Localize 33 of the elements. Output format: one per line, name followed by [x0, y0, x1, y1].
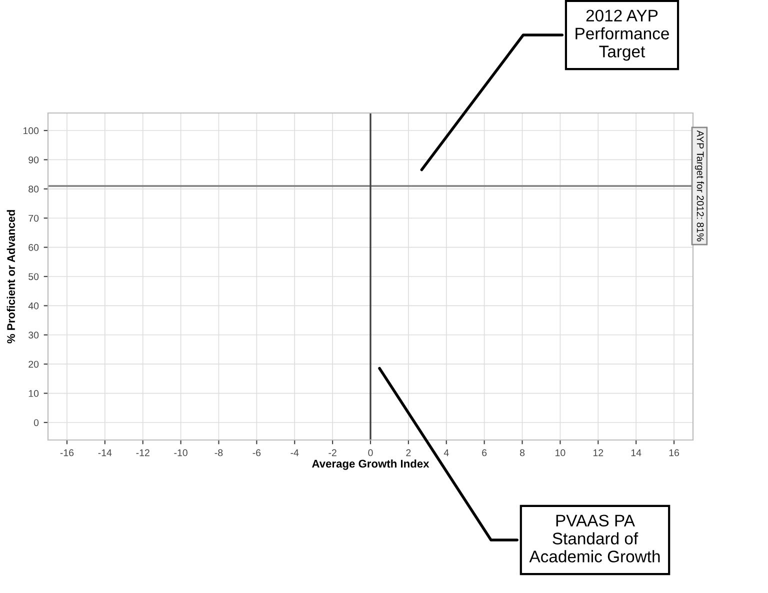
y-tick-label: 70: [28, 214, 39, 222]
x-tick-label: 14: [631, 449, 642, 456]
y-tick-label: 90: [28, 156, 39, 164]
x-tick-label: -14: [98, 449, 112, 456]
x-axis-title: Average Growth Index: [312, 459, 430, 470]
ref-line-label: AYP Target for 2012: 81%: [694, 130, 704, 242]
text: PVAAS PA Standard of Academic Growth: [529, 514, 660, 562]
y-axis-title: % Proficient or Advanced: [6, 210, 15, 344]
x-tick-label: -12: [136, 449, 150, 456]
x-tick-label: 12: [593, 449, 604, 456]
x-tick-label: 10: [556, 449, 566, 456]
y-tick-label: 60: [28, 244, 39, 251]
y-tick-label: 30: [28, 332, 39, 339]
y-tick-label: 20: [28, 360, 39, 368]
x-tick-label: -4: [290, 449, 299, 456]
text: 2012 AYP Performance Target: [576, 10, 669, 61]
y-tick-label: 40: [28, 302, 39, 310]
x-tick-label: 16: [669, 449, 680, 456]
y-tick-label: 0: [34, 419, 39, 426]
y-tick-label: 100: [23, 127, 39, 134]
y-tick-label: 80: [28, 186, 39, 193]
y-tick-label: 50: [28, 273, 39, 280]
x-tick-label: -6: [252, 449, 261, 456]
x-tick-label: -8: [214, 449, 223, 456]
x-tick-label: 4: [444, 449, 449, 456]
x-tick-label: -10: [174, 449, 188, 456]
x-tick-label: 2: [406, 449, 411, 456]
x-tick-label: 6: [482, 449, 487, 456]
x-tick-label: -16: [60, 449, 74, 456]
x-tick-label: 8: [520, 449, 525, 456]
x-tick-label: -2: [328, 449, 336, 456]
y-tick-label: 10: [28, 390, 39, 397]
x-tick-label: 0: [368, 449, 373, 456]
